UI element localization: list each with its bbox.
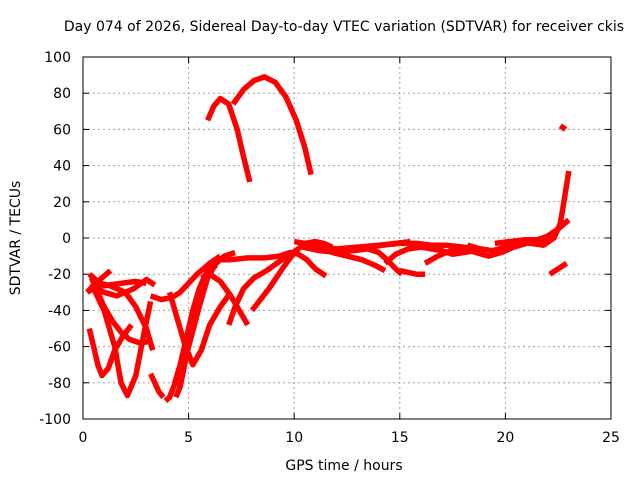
series-line-arc-26: [399, 267, 426, 277]
y-tick-label: -60: [48, 340, 71, 356]
y-tick-label: 40: [53, 159, 71, 175]
x-tick-label: 10: [285, 430, 303, 446]
data-series: [85, 74, 572, 403]
y-tick-label: 20: [53, 195, 71, 211]
x-tick-label: 25: [602, 430, 620, 446]
series-line-arc-08: [149, 253, 222, 303]
y-tick-label: -20: [48, 267, 71, 283]
series-line-arc-32: [558, 123, 568, 132]
series-line-arc-22: [302, 244, 404, 277]
series-line-arc-13: [173, 258, 219, 399]
series-line-arc-07: [90, 276, 157, 299]
x-tick-label: 0: [79, 430, 88, 446]
series-line-arc-23: [331, 249, 387, 274]
series-line-arc-17: [230, 74, 314, 176]
y-tick-label: -80: [48, 376, 71, 392]
x-axis-label: GPS time / hours: [285, 458, 402, 474]
x-tick-label: 20: [496, 430, 514, 446]
x-tick-labels: 0 5 10 15 20 25: [79, 430, 620, 446]
series-line-arc-16: [205, 95, 253, 183]
axis-ticks: [82, 56, 612, 420]
series-line-arc-19: [216, 249, 328, 279]
x-tick-label: 15: [391, 430, 409, 446]
series-line-arc-31: [548, 260, 569, 277]
series-line-arc-30: [515, 170, 572, 248]
y-axis-label: SDTVAR / TECUs: [8, 181, 24, 296]
y-tick-label: 80: [53, 86, 71, 102]
series-line-arc-14: [166, 290, 234, 368]
y-tick-label: -100: [39, 412, 71, 428]
series-line-arc-27: [423, 240, 528, 266]
y-tick-label: 0: [62, 231, 71, 247]
series-line-arc-04: [91, 287, 154, 399]
y-tick-labels: -100 -80 -60 -40 -20 0 20 40 60 80 100: [39, 50, 71, 428]
y-tick-label: -40: [48, 303, 71, 319]
y-tick-label: 100: [44, 50, 71, 66]
x-tick-label: 5: [184, 430, 193, 446]
series-line-arc-15: [200, 271, 251, 327]
series-line-arc-25: [383, 244, 477, 266]
series-line-arc-06: [85, 268, 113, 295]
series-line-arc-03: [86, 323, 134, 379]
y-tick-label: 60: [53, 122, 71, 138]
chart-title: Day 074 of 2026, Sidereal Day-to-day VTE…: [64, 19, 624, 35]
series-line-arc-09: [148, 372, 166, 400]
series-line-arc-20: [249, 238, 334, 313]
